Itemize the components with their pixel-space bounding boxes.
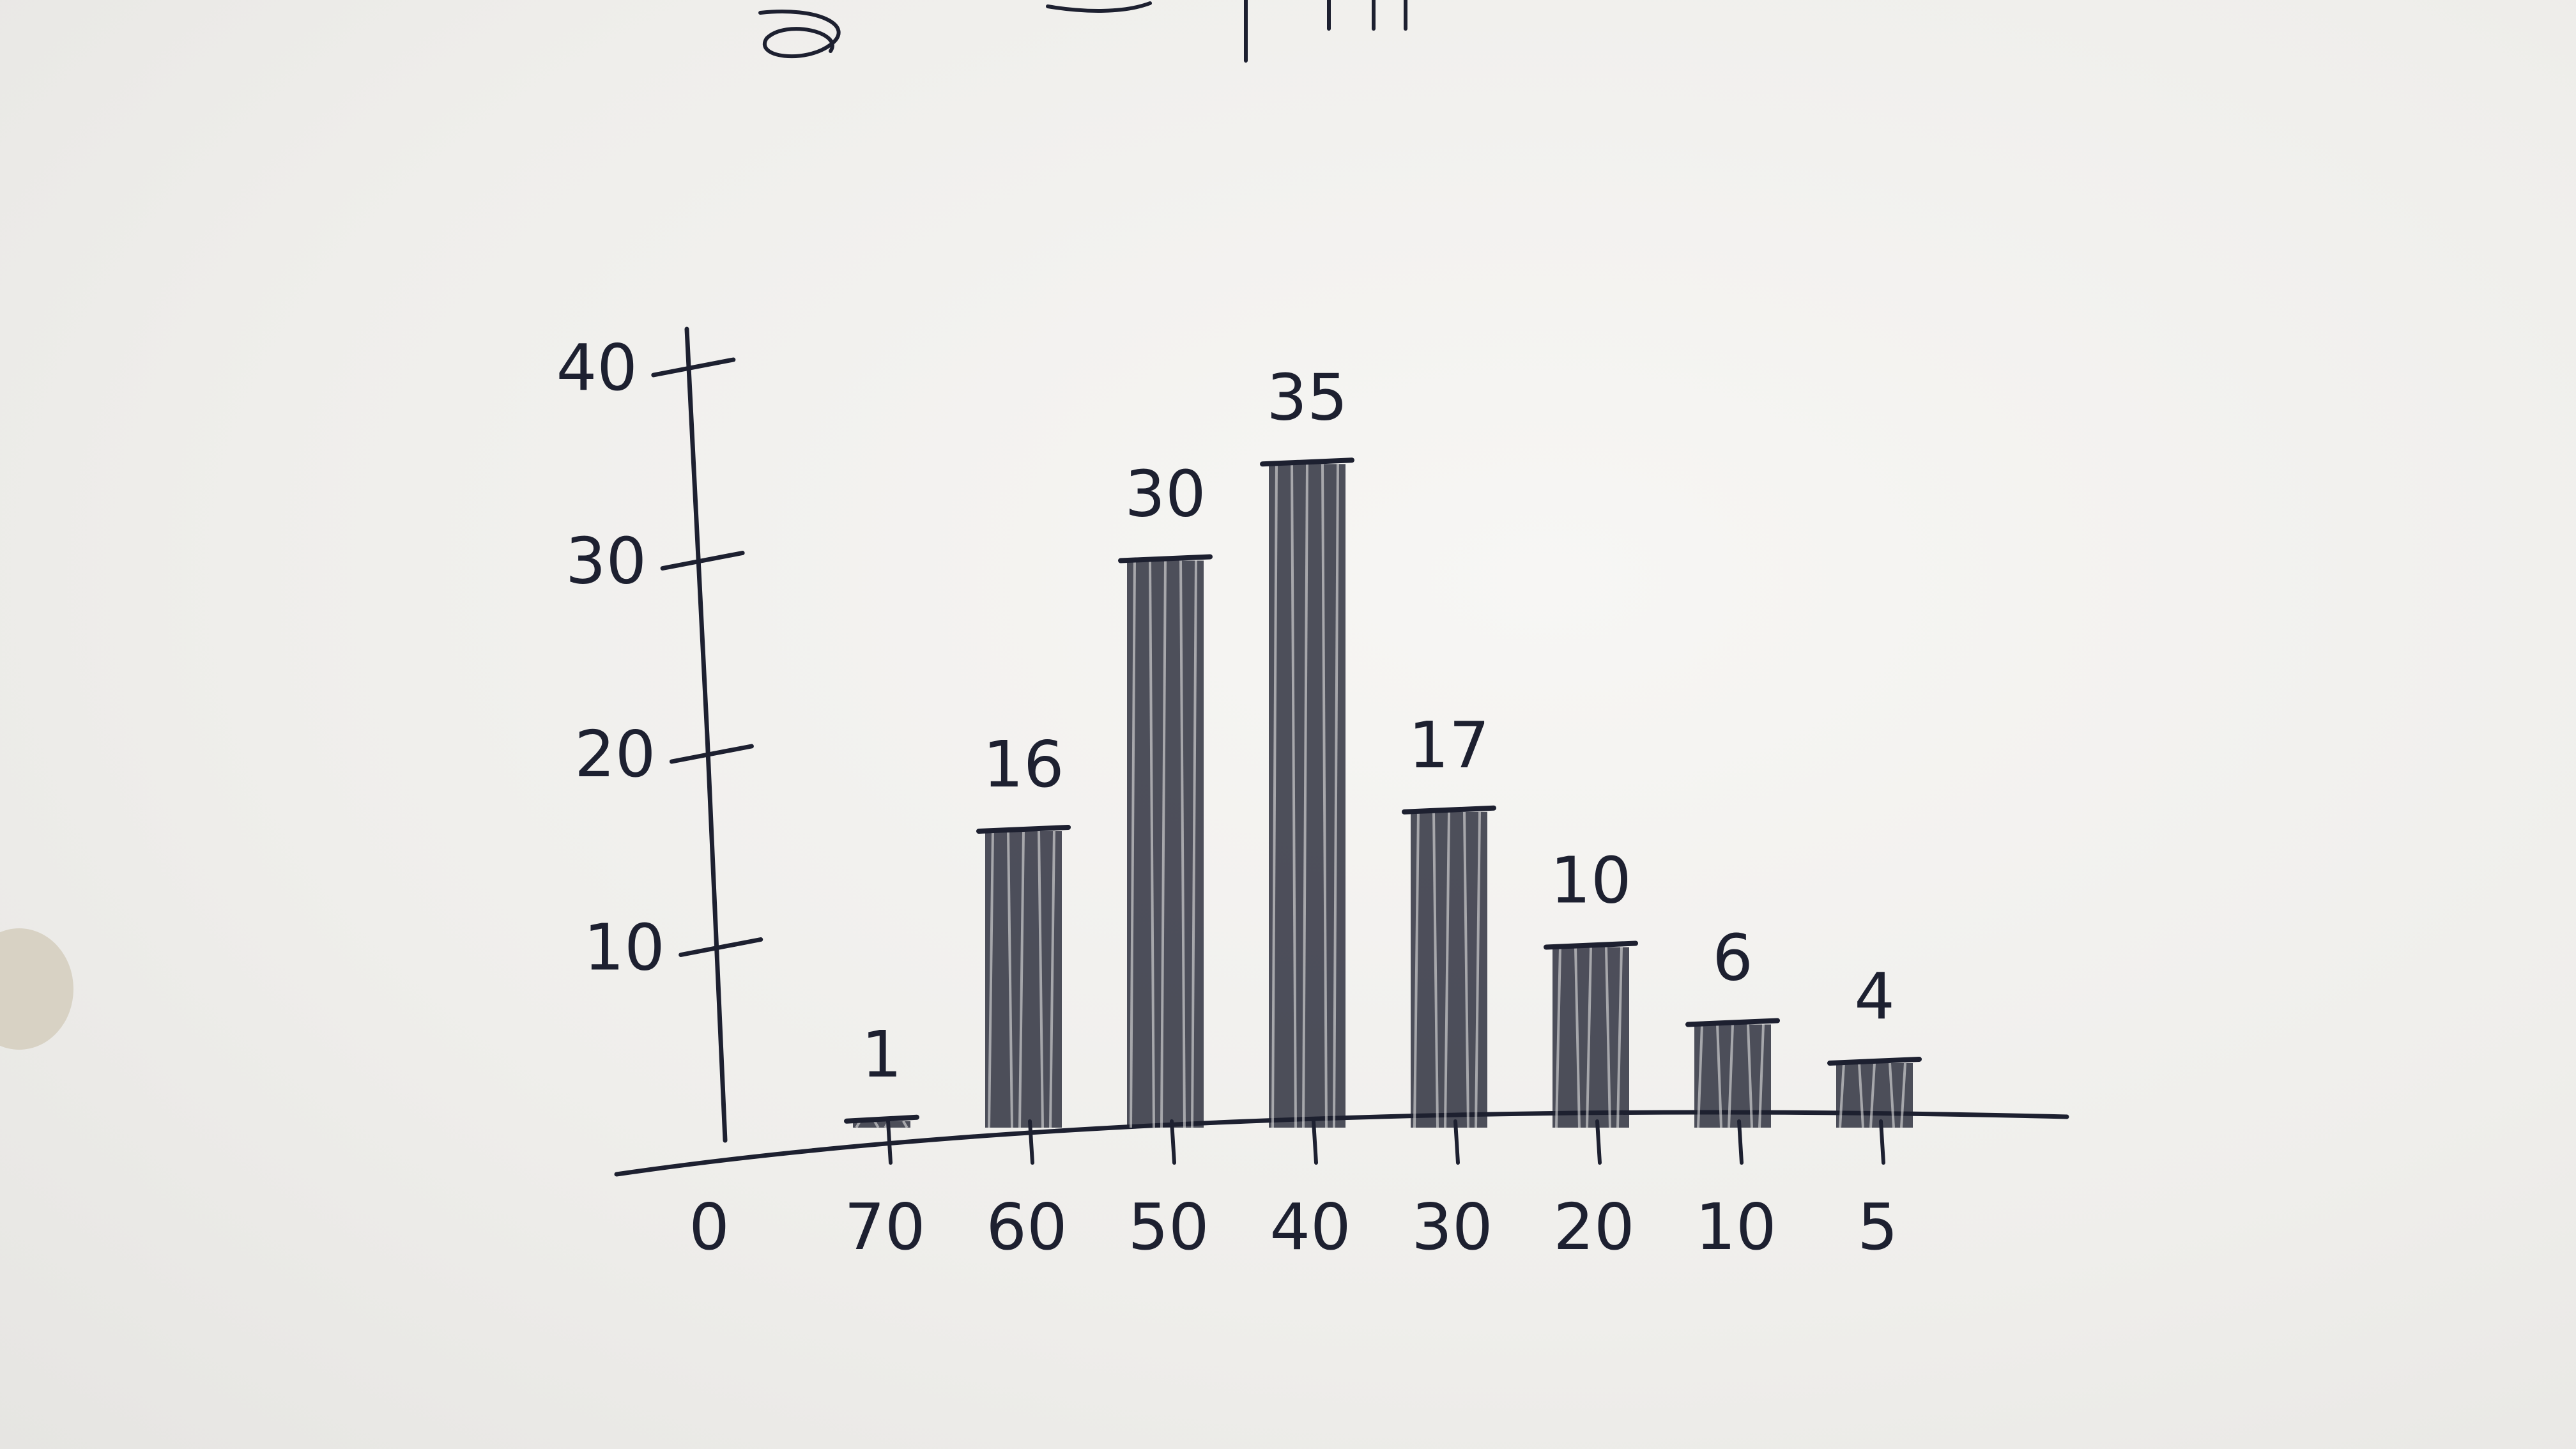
bar-cap	[1118, 554, 1213, 564]
bar-value-label: 17	[1408, 708, 1489, 783]
bar-cap	[1402, 805, 1496, 815]
x-tick-label: 10	[1695, 1190, 1776, 1264]
bar-stroke	[1191, 560, 1197, 1128]
x-tick-mark	[1028, 1119, 1034, 1165]
bar-stroke	[1038, 831, 1044, 1128]
x-tick-label: 5	[1857, 1190, 1898, 1264]
bar-fill	[853, 1121, 910, 1128]
bar-cap	[844, 1114, 919, 1124]
bar-cap	[1544, 940, 1638, 950]
bar-stroke	[1444, 811, 1450, 1128]
bar-stroke	[1149, 560, 1155, 1128]
x-origin-label: 0	[689, 1190, 730, 1264]
bar-stroke	[1728, 1024, 1734, 1128]
bar-stroke	[1130, 560, 1136, 1128]
y-tick-label: 20	[574, 717, 656, 792]
x-tick-label: 40	[1269, 1190, 1351, 1264]
bar-stroke	[1160, 560, 1167, 1128]
y-tick-label: 10	[583, 910, 664, 985]
bar-cap	[1827, 1057, 1922, 1066]
bar-stroke	[1463, 811, 1469, 1128]
bar-stroke	[1839, 1062, 1845, 1128]
bar-stroke	[1758, 1024, 1765, 1128]
bar-value-label: 30	[1124, 457, 1206, 532]
bar-stroke	[1616, 947, 1623, 1128]
bar-stroke	[1291, 464, 1297, 1128]
bar-stroke	[1321, 464, 1328, 1128]
bar	[1402, 805, 1496, 1165]
bar-value-label: 16	[983, 727, 1064, 802]
bar-stroke	[1858, 1062, 1864, 1128]
bar	[976, 825, 1071, 1165]
x-tick-mark	[1453, 1119, 1460, 1165]
y-tick-mark	[651, 357, 736, 378]
bar	[1544, 940, 1638, 1165]
bar	[1260, 457, 1354, 1165]
bar	[1685, 1018, 1780, 1165]
bar-stroke	[1018, 831, 1025, 1128]
bar	[1827, 1057, 1922, 1165]
x-tick-mark	[1170, 1119, 1176, 1165]
bar-stroke	[1432, 811, 1439, 1128]
x-tick-mark	[1595, 1119, 1602, 1165]
bar-stroke	[1869, 1062, 1876, 1128]
data-labels: 1 16 30 35 17 10 6 4	[861, 360, 1895, 1092]
y-tick-label: 30	[565, 524, 647, 599]
x-axis-labels: 0 70 60 50 40 30 20 10 5	[689, 1190, 1898, 1264]
binder-hole	[0, 928, 73, 1050]
bar-stroke	[1697, 1024, 1703, 1128]
bar-value-label: 10	[1550, 843, 1631, 918]
x-tick-mark	[1312, 1119, 1318, 1165]
y-axis-line	[684, 326, 728, 1143]
bar-stroke	[988, 831, 994, 1128]
bar-stroke	[902, 1120, 908, 1129]
axes	[614, 326, 2069, 1177]
bar-stroke	[1179, 560, 1186, 1128]
x-tick-mark	[1737, 1119, 1744, 1165]
bar	[844, 1114, 919, 1165]
x-tick-label: 20	[1553, 1190, 1634, 1264]
bar-cap	[1685, 1018, 1780, 1027]
bar-stroke	[1271, 464, 1278, 1128]
x-tick-mark	[1879, 1119, 1885, 1165]
y-axis-ticks: 10 20 30 40	[556, 330, 763, 985]
bar-stroke	[1333, 464, 1339, 1128]
bar-stroke	[1302, 464, 1308, 1128]
bar	[1118, 554, 1213, 1165]
bar-stroke	[1586, 947, 1592, 1128]
bar-value-label: 6	[1712, 921, 1753, 995]
y-tick-mark	[678, 937, 763, 957]
x-tick-mark	[886, 1119, 893, 1165]
x-tick-label: 70	[844, 1190, 925, 1264]
y-tick-mark	[660, 551, 745, 571]
bar-stroke	[1475, 811, 1481, 1128]
bar-stroke	[1889, 1062, 1895, 1128]
bar-stroke	[1605, 947, 1611, 1128]
y-tick-mark	[669, 744, 754, 764]
top-scribbles	[758, 0, 1407, 63]
bar-stroke	[1900, 1062, 1906, 1128]
bar-stroke	[1555, 947, 1561, 1128]
x-axis-line	[614, 1110, 2069, 1177]
bar-stroke	[1049, 831, 1055, 1128]
bar-value-label: 1	[861, 1017, 902, 1092]
bar-stroke	[1413, 811, 1420, 1128]
bar-stroke	[1574, 947, 1581, 1128]
x-tick-label: 30	[1411, 1190, 1492, 1264]
bar-stroke	[1716, 1024, 1722, 1128]
y-tick-label: 40	[556, 330, 638, 405]
x-tick-label: 60	[986, 1190, 1067, 1264]
bars	[844, 457, 1922, 1165]
bar-stroke	[1747, 1024, 1753, 1128]
x-tick-label: 50	[1128, 1190, 1209, 1264]
bar-value-label: 4	[1854, 959, 1895, 1034]
bar-stroke	[873, 1120, 880, 1129]
bar-stroke	[1007, 831, 1013, 1128]
bar-cap	[1260, 457, 1354, 467]
bar-value-label: 35	[1266, 360, 1347, 434]
bar-cap	[976, 825, 1071, 834]
